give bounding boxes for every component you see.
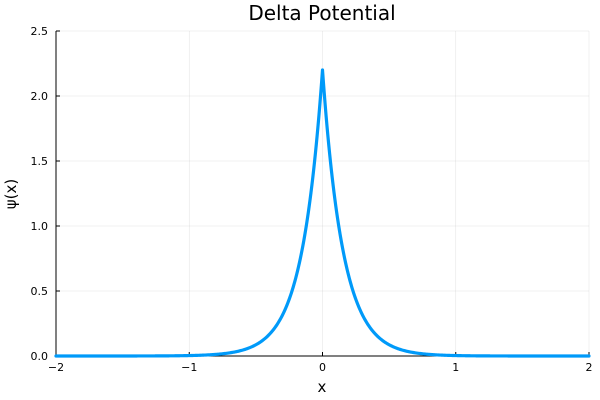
data-point xyxy=(88,354,91,357)
x-tick-label: 1 xyxy=(452,361,459,374)
x-tick-label: 2 xyxy=(586,361,593,374)
data-point xyxy=(454,353,457,356)
data-point xyxy=(121,354,124,357)
data-point xyxy=(428,351,431,354)
y-tick-label: 0.5 xyxy=(31,285,49,298)
data-point xyxy=(268,338,271,341)
data-point xyxy=(348,321,351,324)
data-point xyxy=(308,306,311,309)
data-point xyxy=(321,69,324,72)
data-point xyxy=(354,326,357,329)
y-tick-label: 1.5 xyxy=(31,155,49,168)
x-axis-label: x xyxy=(318,378,327,396)
data-point xyxy=(201,352,204,355)
y-tick-label: 0.0 xyxy=(31,350,49,363)
data-point xyxy=(55,354,58,357)
y-tick-label: 2.5 xyxy=(31,25,49,38)
data-point xyxy=(281,331,284,334)
data-point xyxy=(154,354,157,357)
y-axis-label: ψ(x) xyxy=(2,179,20,209)
chart-title: Delta Potential xyxy=(248,1,395,25)
series-group xyxy=(54,68,591,358)
data-point xyxy=(388,343,391,346)
data-point xyxy=(341,314,344,317)
data-point xyxy=(328,296,331,299)
data-point xyxy=(301,314,304,317)
data-point xyxy=(334,306,337,309)
data-point xyxy=(241,347,244,350)
data-point xyxy=(374,338,377,341)
data-point xyxy=(414,349,417,352)
tick-labels: −2 −1 0 1 2 0.0 0.5 1.0 1.5 2.0 2.5 xyxy=(31,25,593,374)
x-tick-label: 0 xyxy=(319,361,326,374)
data-point xyxy=(521,354,524,357)
data-point xyxy=(401,347,404,350)
x-tick-label: −2 xyxy=(48,361,64,374)
data-point xyxy=(314,296,317,299)
data-point xyxy=(254,343,257,346)
data-point xyxy=(294,321,297,324)
y-tick-label: 1.0 xyxy=(31,220,49,233)
data-point xyxy=(441,352,444,355)
data-point xyxy=(188,353,191,356)
series-line-0 xyxy=(54,68,591,358)
data-point xyxy=(228,349,231,352)
y-tick-label: 2.0 xyxy=(31,90,49,103)
x-tick-label: −1 xyxy=(181,361,197,374)
data-point xyxy=(588,354,591,357)
data-point xyxy=(554,354,557,357)
data-point xyxy=(488,354,491,357)
data-point xyxy=(214,351,217,354)
data-point xyxy=(288,326,291,329)
data-point xyxy=(361,331,364,334)
